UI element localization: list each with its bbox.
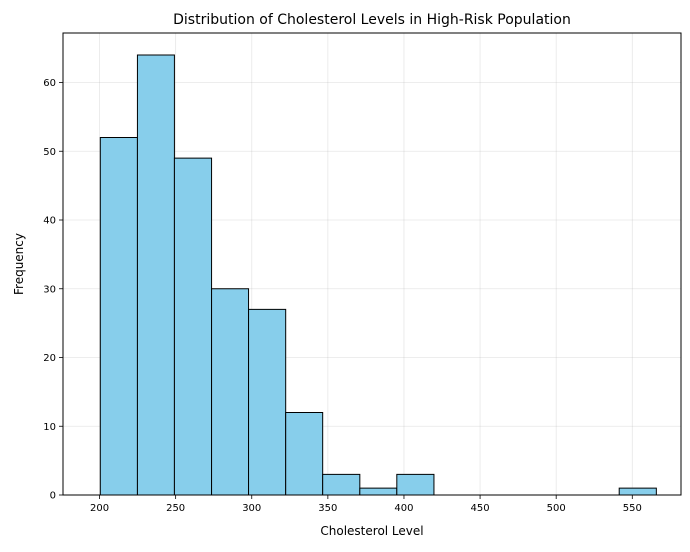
x-tick-label: 200 bbox=[90, 503, 109, 514]
x-tick-label: 250 bbox=[166, 503, 185, 514]
x-tick-label: 300 bbox=[242, 503, 261, 514]
y-tick-label: 40 bbox=[43, 216, 56, 227]
y-axis-ticks: 0 10 20 30 40 50 60 bbox=[43, 78, 63, 502]
y-tick-label: 30 bbox=[43, 284, 56, 295]
y-tick-label: 60 bbox=[43, 78, 56, 89]
x-tick-label: 450 bbox=[471, 503, 490, 514]
x-tick-label: 350 bbox=[318, 503, 337, 514]
histogram-bars bbox=[100, 55, 656, 495]
histogram-bar bbox=[323, 474, 360, 495]
histogram-bar bbox=[360, 488, 397, 495]
histogram-bar bbox=[619, 488, 656, 495]
x-tick-label: 550 bbox=[623, 503, 642, 514]
y-tick-label: 20 bbox=[43, 353, 56, 364]
y-tick-label: 10 bbox=[43, 422, 56, 433]
histogram-bar bbox=[174, 158, 211, 495]
y-tick-label: 50 bbox=[43, 147, 56, 158]
y-tick-label: 0 bbox=[50, 491, 56, 502]
y-axis-label: Frequency bbox=[12, 233, 26, 295]
histogram-bar bbox=[212, 289, 249, 495]
x-axis-label: Cholesterol Level bbox=[320, 524, 423, 538]
histogram-bar bbox=[249, 309, 286, 495]
x-tick-label: 500 bbox=[547, 503, 566, 514]
histogram-bar bbox=[137, 55, 174, 495]
histogram-bar bbox=[286, 413, 323, 496]
chart-title: Distribution of Cholesterol Levels in Hi… bbox=[173, 12, 571, 28]
x-tick-label: 400 bbox=[394, 503, 413, 514]
x-axis-ticks: 200 250 300 350 400 450 500 550 bbox=[90, 495, 642, 514]
histogram-bar bbox=[100, 138, 137, 496]
histogram-bar bbox=[397, 474, 434, 495]
